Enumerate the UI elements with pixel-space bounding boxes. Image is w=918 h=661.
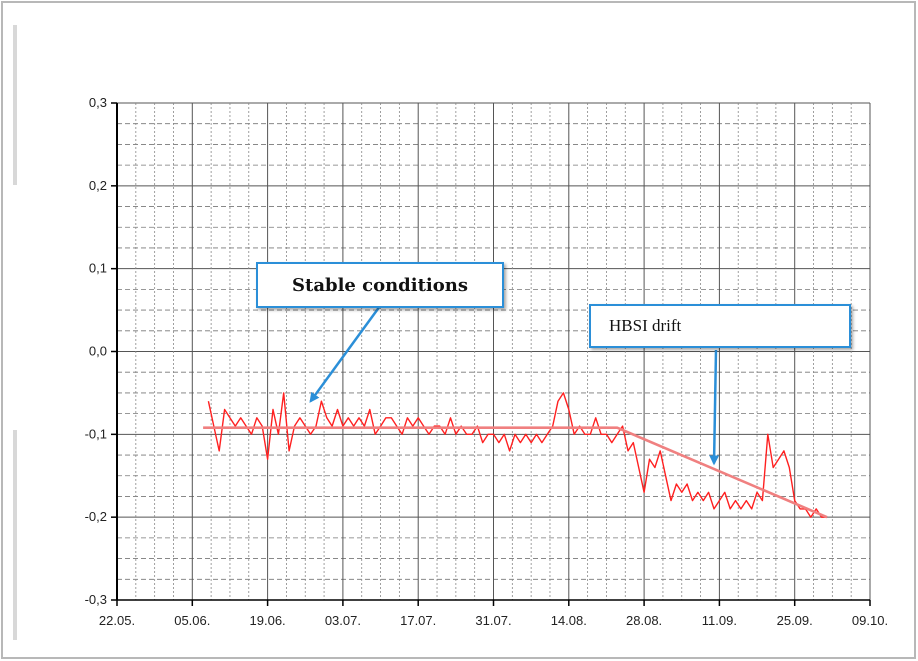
- y-tick-label: 0,1: [89, 261, 107, 276]
- x-tick-label: 09.10.: [852, 613, 888, 628]
- annotation-arrow: [709, 349, 720, 466]
- x-tick-label: 22.05.: [99, 613, 135, 628]
- y-tick-label: -0,3: [85, 592, 107, 607]
- y-tick-label: 0,2: [89, 178, 107, 193]
- grid-lines: [116, 102, 871, 601]
- x-tick-label: 31.07.: [475, 613, 511, 628]
- y-tick-label: -0,1: [85, 426, 107, 441]
- annotation-hbsi-drift-text: HBSI drift: [609, 316, 682, 335]
- tick-labels: 0,3 0,2 0,1 0,0 -0,1 -0,2 -0,3 22.05. 05.06. 19.0…: [85, 95, 888, 628]
- annotation-hbsi-drift: HBSI drift: [589, 304, 851, 348]
- x-tick-label: 11.09.: [702, 613, 737, 628]
- x-tick-label: 28.08.: [626, 613, 662, 628]
- x-tick-label: 17.07.: [400, 613, 436, 628]
- annotation-arrow: [309, 305, 382, 403]
- axes: [111, 102, 871, 606]
- x-tick-label: 14.08.: [551, 613, 587, 628]
- series-layer: [203, 392, 828, 519]
- annotation-stable-conditions: Stable conditions: [256, 262, 504, 308]
- trend-series-line: [203, 426, 828, 519]
- x-tick-label: 05.06.: [174, 613, 210, 628]
- y-tick-label: 0,3: [89, 95, 107, 110]
- x-tick-label: 19.06.: [250, 613, 286, 628]
- x-tick-label: 25.09.: [777, 613, 813, 628]
- measured-series-line: [207, 392, 827, 518]
- y-tick-label: 0,0: [89, 344, 107, 359]
- annotation-arrows: [309, 305, 720, 466]
- y-tick-label: -0,2: [85, 509, 107, 524]
- x-tick-label: 03.07.: [325, 613, 361, 628]
- annotation-stable-conditions-text: Stable conditions: [292, 274, 468, 296]
